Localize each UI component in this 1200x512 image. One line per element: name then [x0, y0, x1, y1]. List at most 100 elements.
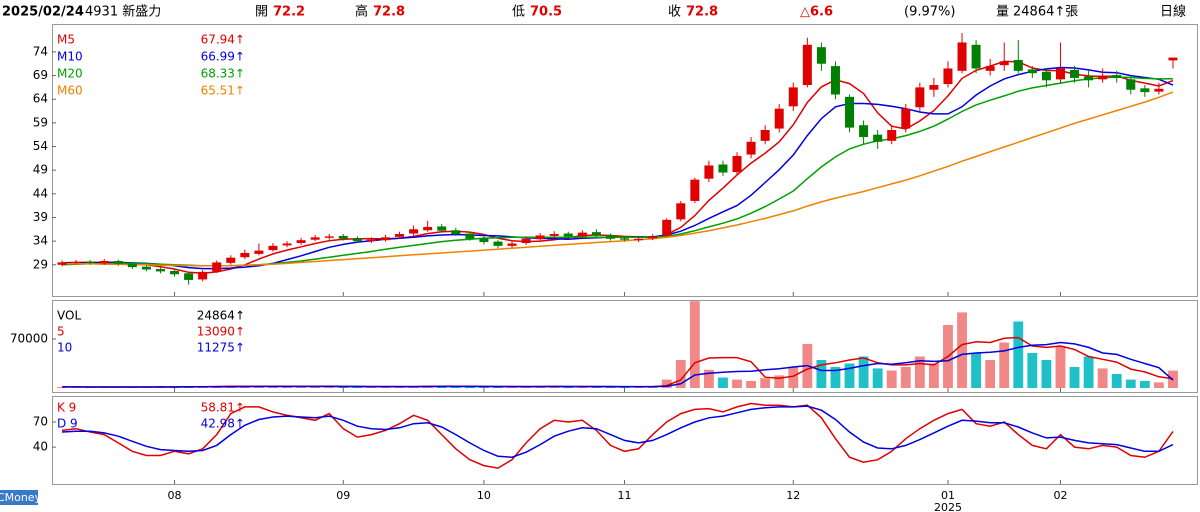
y-tick-label: 70000 — [10, 331, 48, 345]
candle-body — [859, 125, 869, 138]
change: △6.6 — [800, 5, 833, 20]
candle-body — [676, 203, 686, 220]
volume-bar — [1041, 359, 1052, 388]
legend-name: M20 — [57, 67, 83, 81]
y-tick-label: 70 — [33, 414, 48, 428]
y-tick-label: 69 — [33, 68, 48, 82]
y-tick-label: 39 — [33, 210, 48, 224]
candle-body — [830, 66, 840, 95]
candle-body — [648, 236, 658, 239]
candle-body — [1098, 75, 1108, 80]
high-value: 72.8 — [373, 5, 405, 20]
candle-body — [85, 261, 95, 263]
candle-body — [591, 232, 601, 236]
candle-body — [57, 262, 67, 265]
volume-bar — [872, 368, 883, 388]
y-tick-label: 74 — [33, 44, 48, 58]
candle-body — [1112, 75, 1122, 78]
candle-body — [985, 66, 995, 71]
candle-body — [845, 96, 855, 128]
volume-bar — [1111, 373, 1122, 388]
brand: CMoney — [0, 491, 42, 504]
volume-bar — [464, 386, 475, 388]
stock-name: 4931 新盛力 — [85, 4, 161, 20]
legend-value: 24864↑ — [197, 309, 245, 323]
volume-bar — [450, 386, 461, 388]
low-value: 70.5 — [530, 5, 562, 20]
candle-body — [1126, 79, 1136, 90]
candle-body — [338, 235, 348, 239]
ma-line — [61, 405, 1174, 458]
close-label: 收 — [668, 5, 681, 20]
candle-body — [282, 243, 292, 246]
y-tick-label: 29 — [33, 257, 48, 271]
legend-name: VOL — [57, 309, 81, 323]
y-tick-label: 40 — [33, 440, 48, 454]
candle-body — [760, 129, 770, 141]
brand-box — [0, 490, 38, 505]
volume-bar — [1027, 352, 1038, 388]
candle-body — [1055, 68, 1065, 80]
volume-bar — [928, 363, 939, 388]
legend-name: 5 — [57, 325, 65, 339]
candle-body — [887, 129, 897, 141]
candle-body — [563, 233, 573, 237]
y-tick-label: 59 — [33, 115, 48, 129]
ma-line — [61, 402, 1174, 469]
candle-body — [437, 226, 447, 231]
candle-body — [549, 234, 559, 236]
volume-bar — [971, 352, 982, 388]
candle-body — [352, 238, 362, 242]
volume-bar — [830, 366, 841, 388]
y-tick-label: 54 — [33, 139, 48, 153]
legend-value: 11275↑ — [197, 341, 245, 355]
x-tick-label: 12 — [786, 489, 800, 502]
y-tick-label: 34 — [33, 234, 48, 248]
candle-body — [746, 141, 756, 155]
volume-bar — [507, 386, 517, 388]
volume-bar — [1125, 379, 1136, 388]
x-tick-label: 09 — [336, 489, 350, 502]
candle-body — [479, 238, 489, 243]
volume-bar — [957, 312, 967, 388]
legend-value: 58.81↑ — [201, 401, 245, 415]
candle-body — [409, 229, 419, 234]
candle-body — [240, 252, 250, 258]
high-label: 高 — [355, 4, 368, 20]
volume-bar — [844, 363, 855, 388]
candle-body — [170, 270, 180, 275]
x-tick-label: 10 — [477, 489, 491, 502]
volume-label: 量 — [996, 5, 1009, 20]
volume-bar — [788, 366, 799, 388]
legend-value: 66.99↑ — [201, 50, 245, 64]
candle-body — [113, 260, 123, 264]
candle-body — [1084, 76, 1094, 81]
y-tick-label: 49 — [33, 163, 48, 177]
volume-bar — [914, 356, 925, 388]
candle-body — [690, 179, 700, 201]
candle-body — [732, 155, 742, 173]
candle-body — [1027, 69, 1037, 74]
candle-body — [1070, 69, 1080, 78]
legend-name: M10 — [57, 50, 83, 64]
volume-bar — [661, 379, 672, 388]
x-tick-label: 02 — [1053, 489, 1067, 502]
volume-bar — [1013, 321, 1024, 388]
candle-body — [268, 245, 278, 251]
x-tick-label: 11 — [618, 489, 632, 502]
candle-body — [155, 269, 165, 272]
volume-bar — [1055, 345, 1066, 388]
legend-value: 42.98↑ — [201, 417, 245, 431]
x-tick-label: 08 — [168, 489, 182, 502]
volume-bar — [760, 378, 771, 388]
candle-body — [366, 239, 376, 242]
candle-body — [71, 261, 81, 263]
legend-name: 10 — [57, 341, 72, 355]
candle-body — [915, 87, 925, 108]
candle-body — [310, 237, 320, 240]
volume-bar — [478, 386, 489, 388]
candle-body — [662, 219, 672, 236]
volume-bar — [338, 386, 349, 388]
year-label: 2025 — [934, 501, 962, 512]
